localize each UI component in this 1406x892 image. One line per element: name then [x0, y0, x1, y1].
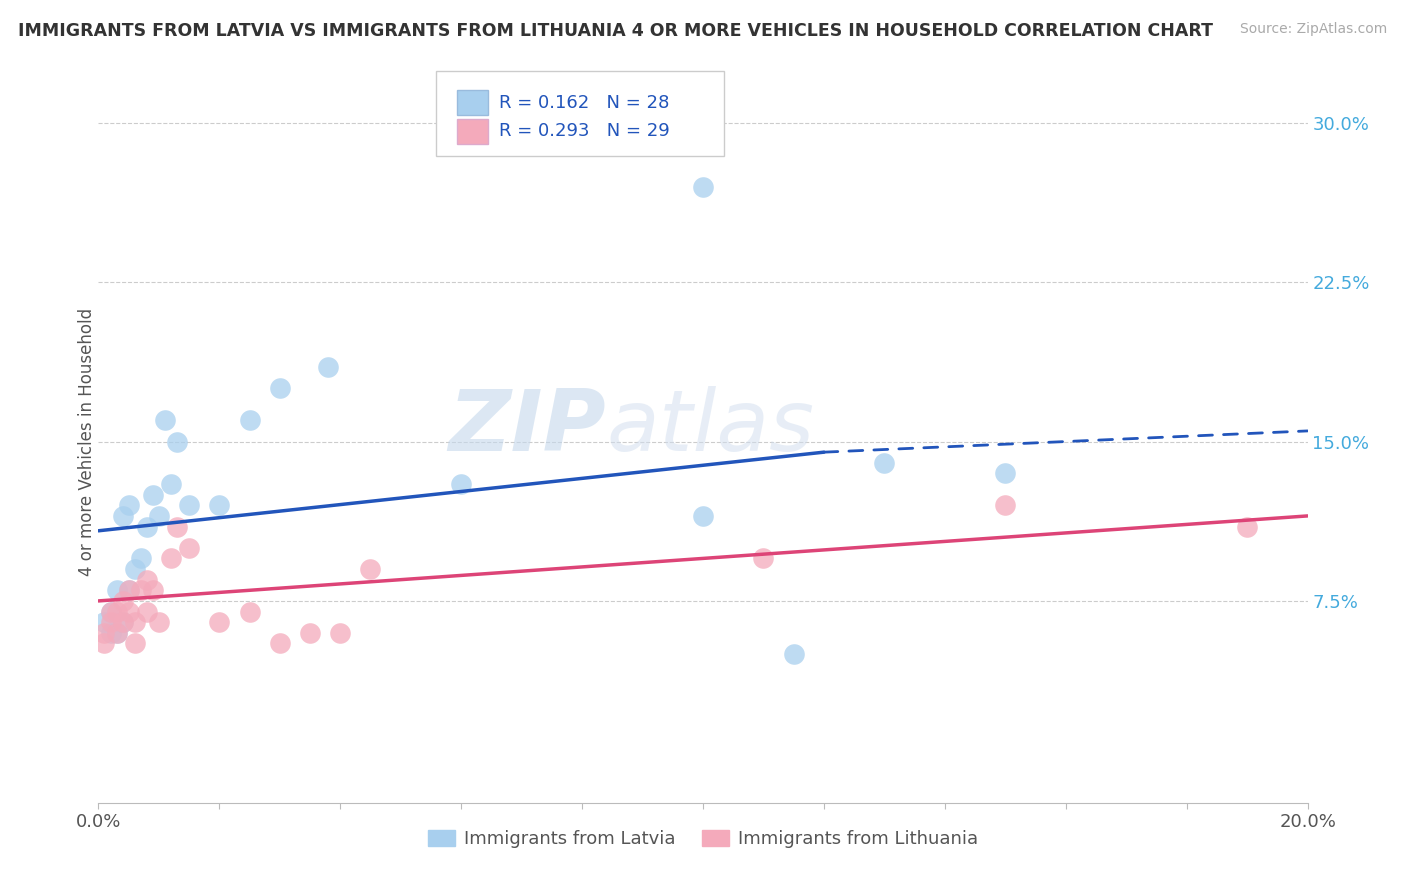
- Point: [105, 625, 128, 640]
- Point: [111, 508, 134, 523]
- Point: [994, 467, 1017, 481]
- Point: [105, 583, 128, 598]
- Point: [93, 636, 115, 650]
- Point: [93, 625, 115, 640]
- Point: [269, 636, 291, 650]
- Point: [135, 605, 157, 619]
- Point: [208, 615, 231, 630]
- Point: [1236, 519, 1258, 533]
- Point: [100, 615, 122, 630]
- Point: [269, 381, 291, 395]
- Point: [752, 551, 775, 566]
- Point: [783, 647, 806, 661]
- Point: [111, 615, 134, 630]
- Point: [316, 360, 339, 375]
- Point: [93, 615, 115, 630]
- Point: [129, 583, 152, 598]
- Legend: Immigrants from Latvia, Immigrants from Lithuania: Immigrants from Latvia, Immigrants from …: [420, 822, 986, 855]
- Point: [329, 625, 352, 640]
- Point: [118, 583, 141, 598]
- Point: [148, 508, 170, 523]
- Point: [692, 179, 714, 194]
- Point: [450, 477, 472, 491]
- Point: [124, 636, 146, 650]
- Point: [239, 605, 262, 619]
- Point: [118, 605, 141, 619]
- Point: [160, 551, 183, 566]
- Point: [208, 498, 231, 512]
- Point: [239, 413, 262, 427]
- Point: [100, 605, 122, 619]
- Point: [118, 498, 141, 512]
- Point: [105, 625, 128, 640]
- Point: [105, 605, 128, 619]
- Point: [153, 413, 176, 427]
- Point: [299, 625, 322, 640]
- Text: IMMIGRANTS FROM LATVIA VS IMMIGRANTS FROM LITHUANIA 4 OR MORE VEHICLES IN HOUSEH: IMMIGRANTS FROM LATVIA VS IMMIGRANTS FRO…: [18, 22, 1213, 40]
- Text: R = 0.293   N = 29: R = 0.293 N = 29: [499, 122, 669, 140]
- Point: [100, 625, 122, 640]
- Point: [179, 498, 201, 512]
- Point: [166, 434, 188, 449]
- Point: [166, 519, 188, 533]
- Text: ZIP: ZIP: [449, 385, 606, 468]
- Point: [142, 488, 165, 502]
- Point: [994, 498, 1017, 512]
- Point: [129, 551, 152, 566]
- Point: [111, 615, 134, 630]
- Point: [148, 615, 170, 630]
- Point: [111, 594, 134, 608]
- Point: [179, 541, 201, 555]
- Point: [135, 573, 157, 587]
- Point: [124, 615, 146, 630]
- Point: [118, 583, 141, 598]
- Point: [100, 605, 122, 619]
- Point: [135, 519, 157, 533]
- Y-axis label: 4 or more Vehicles in Household: 4 or more Vehicles in Household: [79, 308, 96, 575]
- Text: R = 0.162   N = 28: R = 0.162 N = 28: [499, 94, 669, 112]
- Point: [124, 562, 146, 576]
- Point: [873, 456, 896, 470]
- Point: [160, 477, 183, 491]
- Point: [692, 508, 714, 523]
- Point: [142, 583, 165, 598]
- Point: [360, 562, 382, 576]
- Text: Source: ZipAtlas.com: Source: ZipAtlas.com: [1240, 22, 1388, 37]
- Text: atlas: atlas: [606, 385, 814, 468]
